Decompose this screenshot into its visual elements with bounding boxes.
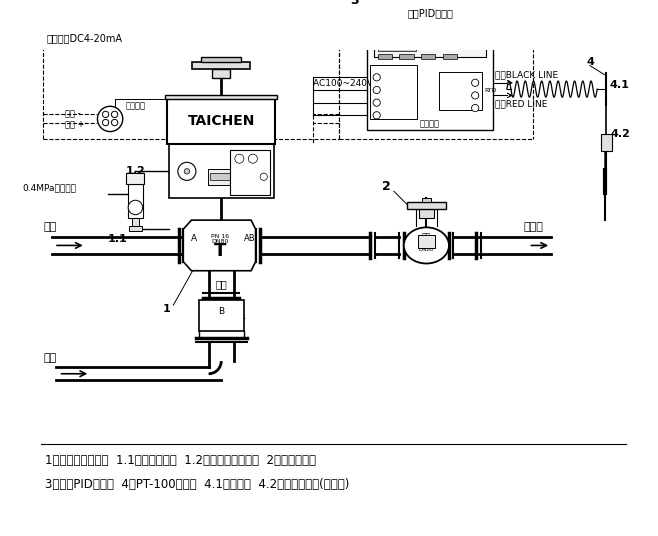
Circle shape bbox=[373, 86, 380, 94]
Bar bbox=[128, 184, 143, 218]
Text: 台匡: 台匡 bbox=[422, 232, 431, 241]
Circle shape bbox=[248, 154, 257, 163]
Circle shape bbox=[184, 169, 190, 174]
Bar bbox=[443, 54, 457, 59]
Bar bbox=[169, 144, 274, 198]
Text: 接线端子: 接线端子 bbox=[420, 120, 440, 129]
Text: 4.2: 4.2 bbox=[611, 129, 630, 139]
Bar bbox=[439, 72, 482, 110]
Circle shape bbox=[128, 200, 143, 215]
Text: 22: 22 bbox=[442, 78, 451, 87]
Circle shape bbox=[103, 111, 109, 117]
Text: 热媒: 热媒 bbox=[43, 222, 57, 233]
Text: 0.4MPa清洁空气: 0.4MPa清洁空气 bbox=[22, 183, 76, 192]
Bar bbox=[230, 150, 270, 195]
Bar bbox=[201, 57, 241, 62]
Text: AC100~240V 50/60HZ: AC100~240V 50/60HZ bbox=[313, 78, 415, 87]
Text: 控制信号DC4-20mA: 控制信号DC4-20mA bbox=[47, 33, 123, 43]
Bar bbox=[399, 54, 414, 59]
Text: TAICHEN: TAICHEN bbox=[188, 114, 255, 128]
Bar bbox=[370, 65, 417, 119]
Text: 25: 25 bbox=[383, 73, 393, 82]
Text: 红线 +: 红线 + bbox=[65, 119, 84, 128]
Bar bbox=[419, 209, 434, 218]
Text: 4: 4 bbox=[586, 57, 594, 67]
Text: 台匯: 台匯 bbox=[215, 279, 227, 289]
Bar bbox=[208, 169, 244, 185]
Text: T: T bbox=[214, 242, 226, 260]
Text: A: A bbox=[191, 234, 197, 243]
Circle shape bbox=[260, 173, 267, 181]
Text: AB: AB bbox=[243, 234, 255, 243]
Text: 1: 1 bbox=[163, 304, 171, 314]
Text: 1.1: 1.1 bbox=[107, 234, 127, 244]
Text: 12: 12 bbox=[383, 111, 393, 120]
Text: 26: 26 bbox=[383, 86, 393, 94]
Circle shape bbox=[472, 79, 479, 86]
Text: 黑线 -: 黑线 - bbox=[65, 109, 80, 118]
Bar bbox=[192, 62, 250, 69]
Bar bbox=[422, 198, 431, 202]
Text: 3: 3 bbox=[350, 0, 359, 7]
Text: 4.1: 4.1 bbox=[610, 79, 630, 90]
Bar bbox=[129, 226, 141, 231]
Bar bbox=[421, 39, 457, 48]
Text: PN 16: PN 16 bbox=[211, 234, 230, 239]
Circle shape bbox=[373, 74, 380, 81]
Text: 11: 11 bbox=[383, 98, 393, 107]
Bar bbox=[378, 54, 392, 59]
Circle shape bbox=[235, 154, 244, 163]
Polygon shape bbox=[184, 220, 255, 271]
Circle shape bbox=[472, 105, 479, 111]
Bar bbox=[213, 69, 230, 78]
Bar bbox=[601, 135, 612, 151]
Text: 红色RED LINE: 红色RED LINE bbox=[495, 99, 547, 108]
Ellipse shape bbox=[404, 227, 449, 264]
Text: 1、气动三通调节阀  1.1、过滤减压器  1.2、电气阀门定位器  2、手动截止阀: 1、气动三通调节阀 1.1、过滤减压器 1.2、电气阀门定位器 2、手动截止阀 bbox=[45, 454, 316, 467]
Text: 黑色BLACK LINE: 黑色BLACK LINE bbox=[495, 70, 558, 79]
Text: 2: 2 bbox=[382, 180, 391, 193]
Text: 混合液: 混合液 bbox=[524, 222, 544, 233]
Bar bbox=[367, 26, 494, 130]
Text: DN80: DN80 bbox=[418, 247, 434, 251]
Circle shape bbox=[373, 111, 380, 119]
Text: B: B bbox=[218, 307, 224, 316]
Text: 1.2: 1.2 bbox=[126, 166, 145, 176]
Text: 冷媒: 冷媒 bbox=[43, 353, 57, 363]
Text: DN80: DN80 bbox=[212, 239, 229, 244]
Circle shape bbox=[103, 120, 109, 126]
Circle shape bbox=[373, 99, 380, 106]
Text: RTD: RTD bbox=[484, 88, 497, 93]
Circle shape bbox=[111, 111, 118, 117]
Bar bbox=[407, 202, 446, 209]
Bar bbox=[165, 94, 277, 99]
Bar bbox=[211, 173, 241, 181]
Text: 智能PID调节器: 智能PID调节器 bbox=[407, 8, 453, 18]
Circle shape bbox=[111, 120, 118, 126]
Bar bbox=[126, 173, 145, 184]
Bar bbox=[167, 99, 276, 144]
Text: 24: 24 bbox=[442, 103, 451, 113]
Bar bbox=[132, 218, 139, 231]
Text: PN 16: PN 16 bbox=[418, 241, 434, 246]
Text: 23: 23 bbox=[442, 91, 451, 100]
Bar bbox=[378, 39, 416, 51]
Bar bbox=[199, 300, 244, 331]
Bar bbox=[374, 32, 486, 57]
Text: 接线端子: 接线端子 bbox=[126, 102, 145, 111]
Circle shape bbox=[472, 92, 479, 99]
Circle shape bbox=[97, 106, 123, 131]
Circle shape bbox=[178, 162, 196, 181]
Bar bbox=[418, 235, 434, 248]
Text: 3、智能PID调节器  4、PT-100传感器  4.1、毛细管  4.2、传感器探头(测温点): 3、智能PID调节器 4、PT-100传感器 4.1、毛细管 4.2、传感器探头… bbox=[45, 478, 349, 490]
Bar bbox=[421, 54, 436, 59]
